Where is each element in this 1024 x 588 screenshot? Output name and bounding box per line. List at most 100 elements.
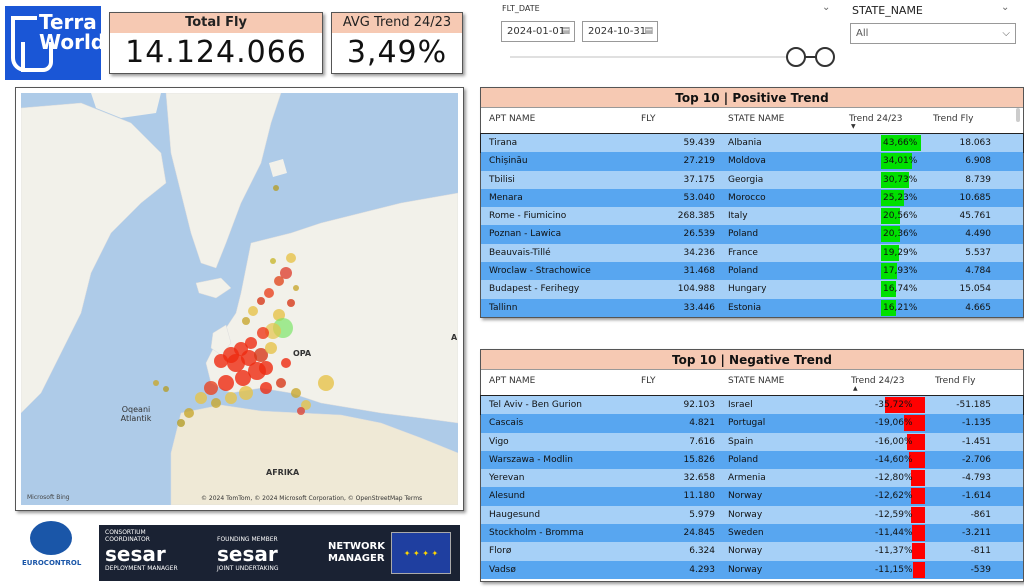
cell-state-name: Albania [728,138,762,148]
col-apt-name[interactable]: APT NAME [489,114,536,124]
trend-value: -16,00% [875,436,913,447]
cell-state-name: Norway [728,509,763,520]
table-row[interactable]: Tallinn 33.446 Estonia 16,21% 4.665 [481,298,1023,317]
cell-apt-name: Tel Aviv - Ben Gurion [489,400,582,410]
state-dropdown[interactable]: All ⌵ [850,23,1016,44]
cell-apt-name: Tbilisi [489,174,515,185]
cell-fly: 31.468 [683,266,716,277]
state-dropdown-value: All [856,28,869,39]
bing-attribution: Microsoft Bing [27,494,70,501]
trend-bar [881,226,900,243]
cell-apt-name: Stockholm - Bromma [489,528,584,539]
cell-trend: -35,72% [875,396,925,414]
trend-bar [903,415,925,432]
logo-text-1: Terra [39,10,97,34]
trend-bar [907,433,925,450]
map-label-africa: AFRIKA [266,468,300,477]
trend-bar [881,281,897,298]
cell-trend: -11,44% [875,524,925,542]
col-apt-name[interactable]: APT NAME [489,376,536,386]
trend-bar [881,263,898,280]
table-row[interactable]: Vadsø 4.293 Norway -11,15% -539 [481,560,1023,579]
cell-apt-name: Vadsø [489,564,516,575]
trend-value: 43,66% [883,138,918,148]
table-row[interactable]: Tirana 59.439 Albania 43,66% 18.063 [480,132,1024,154]
cell-apt-name: Wroclaw - Strachowice [489,266,591,277]
date-slider-track[interactable] [510,56,810,58]
col-trend[interactable]: Trend 24/23 [849,114,903,124]
cell-fly: 7.616 [689,436,715,447]
positive-trend-table: Top 10 | Positive Trend APT NAME FLY STA… [480,87,1024,318]
sesar2-top: FOUNDING MEMBER [217,536,278,543]
date-slider-start-handle[interactable] [786,47,806,67]
cell-state-name: Morocco [728,192,766,203]
table-row[interactable]: Beauvais-Tillé 34.236 France 19,29% 5.537 [481,243,1023,263]
cell-trend-fly: 18.063 [959,138,992,148]
cell-state-name: France [728,247,758,258]
table-row[interactable]: Florø 6.324 Norway -11,37% -811 [481,542,1023,561]
map-label-edge: A [451,333,458,342]
cell-apt-name: Budapest - Ferihegy [489,284,580,295]
logo-mark-2 [21,42,53,72]
table-row[interactable]: Menara 53.040 Morocco 25,23% 10.685 [481,188,1023,208]
calendar-icon[interactable]: ▤ [561,26,570,36]
col-state-name[interactable]: STATE NAME [728,114,785,124]
sort-asc-icon: ▲ [853,385,858,392]
cell-trend-fly: -1.135 [961,418,991,429]
table-row[interactable]: Yerevan 32.658 Armenia -12,80% -4.793 [481,469,1023,488]
positive-scrollbar[interactable] [1016,108,1020,122]
chevron-down-icon[interactable]: ⌄ [1001,2,1010,13]
start-date-input[interactable]: 2024-01-01 ▤ [501,21,575,42]
cell-trend: -16,00% [875,433,925,451]
trend-value: -12,62% [875,491,913,502]
table-row[interactable]: Alesund 11.180 Norway -12,62% -1.614 [481,487,1023,506]
calendar-icon[interactable]: ▤ [644,26,653,36]
col-trend-fly[interactable]: Trend Fly [933,114,974,124]
table-row[interactable]: Poznan - Lawica 26.539 Poland 20,36% 4.490 [481,225,1023,244]
table-row[interactable]: Warszawa - Modlin 15.826 Poland -14,60% -2.7… [481,450,1023,470]
cell-trend: -11,15% [875,561,925,579]
cell-apt-name: Rome - Fiumicino [489,211,567,222]
cell-trend-fly: -51.185 [956,400,991,410]
avg-trend-label: AVG Trend 24/23 [332,13,462,33]
cell-trend: -12,62% [875,487,925,505]
table-row[interactable]: Cascais 4.821 Portugal -19,06% -1.135 [481,414,1023,433]
positive-table-header: APT NAME FLY STATE NAME Trend 24/23 ▼ Tr… [481,108,1023,134]
trend-value: -11,37% [875,546,913,557]
table-row[interactable]: Tel Aviv - Ben Gurion 92.103 Israel -35,72%… [480,394,1024,416]
airport-map[interactable]: OPA Oqeani Atlantik AFRIKA A Microsoft B… [15,87,464,511]
cell-fly: 59.439 [683,138,716,148]
table-row[interactable]: Chișinău 27.219 Moldova 34,01% 6.908 [481,152,1023,171]
cell-fly: 37.175 [683,174,716,185]
cell-fly: 11.180 [683,491,716,502]
table-row[interactable]: Tbilisi 37.175 Georgia 30,73% 8.739 [481,170,1023,189]
map-copyright[interactable]: © 2024 TomTom, © 2024 Microsoft Corporat… [201,495,423,502]
cell-trend-fly: 4.784 [965,266,991,277]
col-fly[interactable]: FLY [641,376,656,386]
table-row[interactable]: Vigo 7.616 Spain -16,00% -1.451 [481,432,1023,451]
cell-trend: 16,21% [881,299,925,317]
date-slider-end-handle[interactable] [815,47,835,67]
col-state-name[interactable]: STATE NAME [728,376,785,386]
sesar1-top: CONSORTIUM COORDINATOR [105,529,150,543]
state-slicer-label: STATE_NAME [852,4,923,17]
negative-table-title: Top 10 | Negative Trend [481,350,1023,370]
col-fly[interactable]: FLY [641,114,656,124]
col-trend[interactable]: Trend 24/23 [851,376,905,386]
table-row[interactable]: Stockholm - Bromma 24.845 Sweden -11,44% -3.… [481,524,1023,543]
chevron-down-icon[interactable]: ⌄ [822,2,831,13]
eurocontrol-text: EUROCONTROL [22,559,82,567]
positive-table-title: Top 10 | Positive Trend [481,88,1023,108]
table-row[interactable]: Budapest - Ferihegy 104.988 Hungary 16,74% 1… [481,280,1023,299]
cell-fly: 33.446 [683,302,716,313]
map-canvas[interactable]: OPA Oqeani Atlantik AFRIKA A Microsoft B… [21,93,458,505]
eu-flag-icon: ✦ ✦ ✦ ✦ [391,532,451,574]
col-trend-fly[interactable]: Trend Fly [935,376,976,386]
cell-fly: 15.826 [683,454,716,465]
end-date-input[interactable]: 2024-10-31 ▤ [582,21,658,42]
table-row[interactable]: Haugesund 5.979 Norway -12,59% -861 [481,505,1023,525]
table-row[interactable]: Rome - Fiumicino 268.385 Italy 20,56% 45.761 [481,207,1023,226]
table-row[interactable]: Wroclaw - Strachowice 31.468 Poland 17,93% 4… [481,262,1023,281]
cell-state-name: Georgia [728,174,764,185]
trend-bar [910,470,925,487]
